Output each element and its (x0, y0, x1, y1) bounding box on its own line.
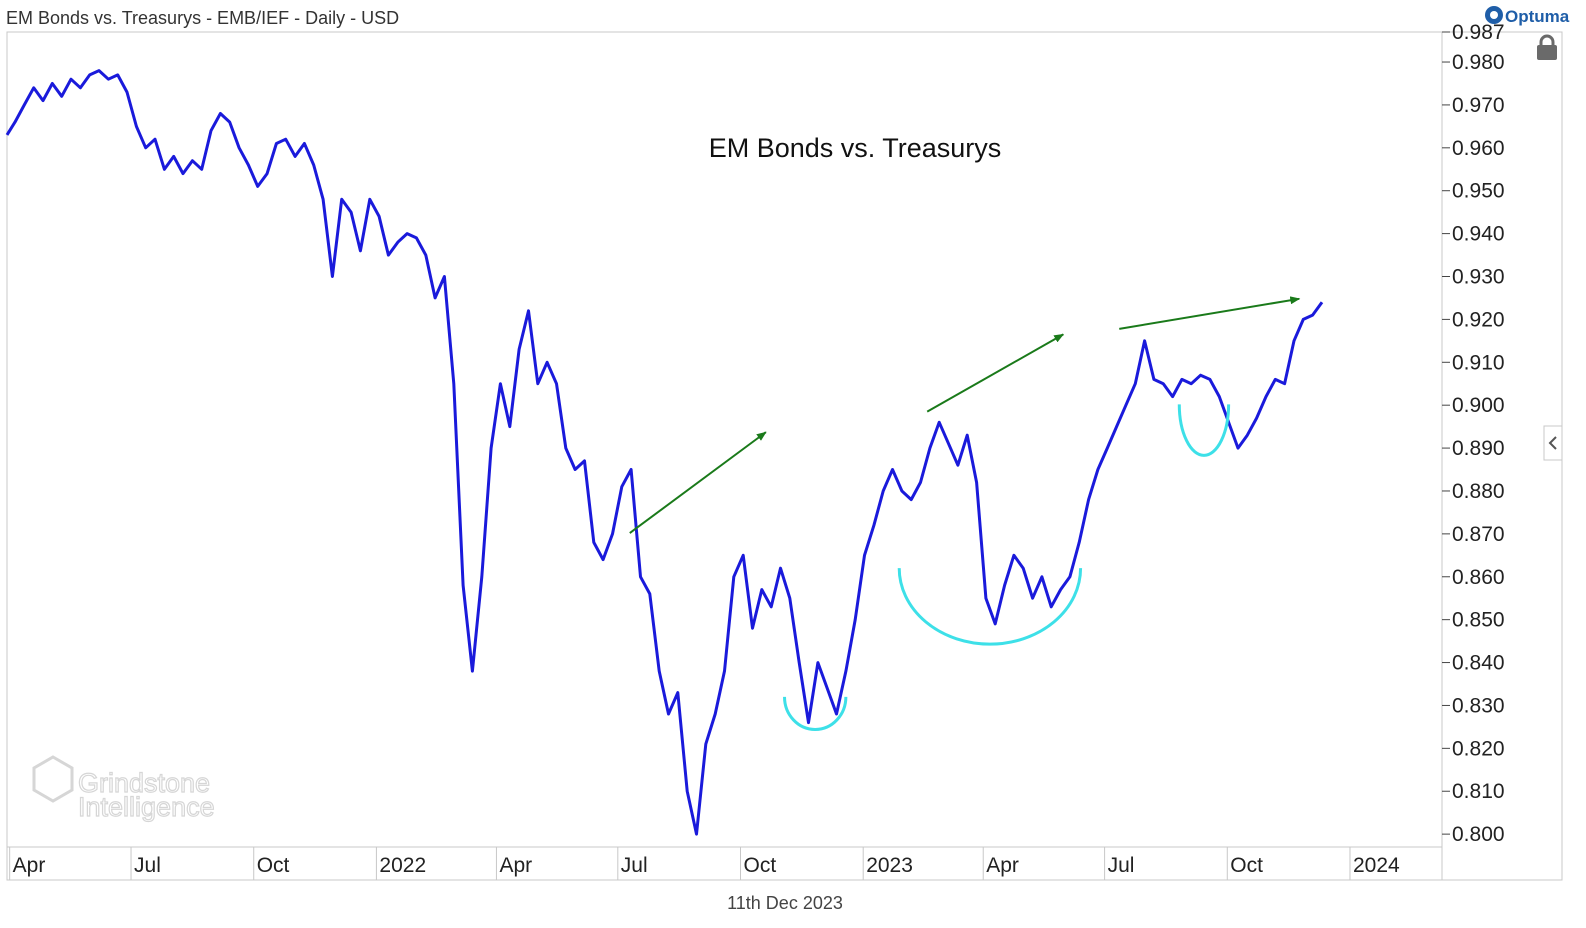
y-tick-label: 0.830 (1452, 694, 1505, 717)
trend-arrow (1119, 296, 1301, 330)
chart-title: EM Bonds vs. Treasurys (709, 133, 1002, 163)
y-tick-label: 0.920 (1452, 308, 1505, 331)
trend-arrow (926, 333, 1065, 413)
y-tick-label: 0.940 (1452, 223, 1505, 246)
x-tick-label: Oct (744, 854, 777, 877)
watermark-line1: Grindstone (78, 768, 210, 798)
x-tick-label: 2024 (1353, 854, 1400, 877)
y-tick-label: 0.810 (1452, 780, 1505, 803)
y-tick-label: 0.890 (1452, 437, 1505, 460)
lock-icon[interactable] (1537, 34, 1557, 60)
y-tick-label: 0.850 (1452, 609, 1505, 632)
y-tick-label: 0.987 (1452, 21, 1505, 44)
y-tick-label: 0.900 (1452, 394, 1505, 417)
x-tick-label: 2023 (866, 854, 913, 877)
x-tick-label: Jul (134, 854, 161, 877)
x-axis: Apr Jul Oct 2022 Apr Jul Oct 2023 Apr Jul Oct 2024 (9, 847, 1400, 880)
x-tick-label: Oct (257, 854, 290, 877)
y-axis: 0.987 0.980 0.970 0.960 0.950 0.940 0.930 0.920… (1442, 21, 1505, 846)
y-tick-label: 0.970 (1452, 94, 1505, 117)
y-tick-label: 0.950 (1452, 180, 1505, 203)
y-tick-label: 0.980 (1452, 51, 1505, 74)
series-layer (5, 69, 1324, 836)
y-tick-label: 0.960 (1452, 137, 1505, 160)
chevron-left-icon (1548, 436, 1557, 450)
base-arc (1177, 404, 1231, 457)
y-tick-label: 0.860 (1452, 566, 1505, 589)
watermark-logo-icon (32, 755, 74, 803)
x-axis-pane (6, 846, 1443, 881)
trend-arrow (629, 431, 767, 534)
x-tick-label: Apr (986, 854, 1019, 877)
y-tick-label: 0.820 (1452, 737, 1505, 760)
x-tick-label: Oct (1230, 854, 1263, 877)
watermark-line2: Intelligence (78, 792, 215, 822)
x-tick-label: 2022 (379, 854, 426, 877)
series-line (5, 69, 1324, 836)
base-arc (783, 696, 848, 731)
y-tick-label: 0.880 (1452, 480, 1505, 503)
x-tick-label: Jul (1108, 854, 1135, 877)
x-tick-label: Apr (13, 854, 46, 877)
y-tick-label: 0.930 (1452, 266, 1505, 289)
y-tick-label: 0.800 (1452, 823, 1505, 846)
x-tick-label: Jul (621, 854, 648, 877)
collapse-panel-button[interactable] (1543, 425, 1563, 461)
brand-logo: Optuma (1485, 6, 1570, 26)
chart-header: EM Bonds vs. Treasurys - EMB/IEF - Daily… (6, 8, 399, 28)
footer-date: 11th Dec 2023 (727, 893, 843, 913)
brand-name: Optuma (1505, 7, 1570, 26)
watermark: Grindstone Intelligence (32, 755, 215, 823)
y-tick-label: 0.910 (1452, 351, 1505, 374)
y-tick-label: 0.840 (1452, 652, 1505, 675)
y-tick-label: 0.870 (1452, 523, 1505, 546)
annotation-layer (629, 296, 1301, 731)
base-arc (897, 568, 1083, 646)
x-tick-label: Apr (499, 854, 532, 877)
